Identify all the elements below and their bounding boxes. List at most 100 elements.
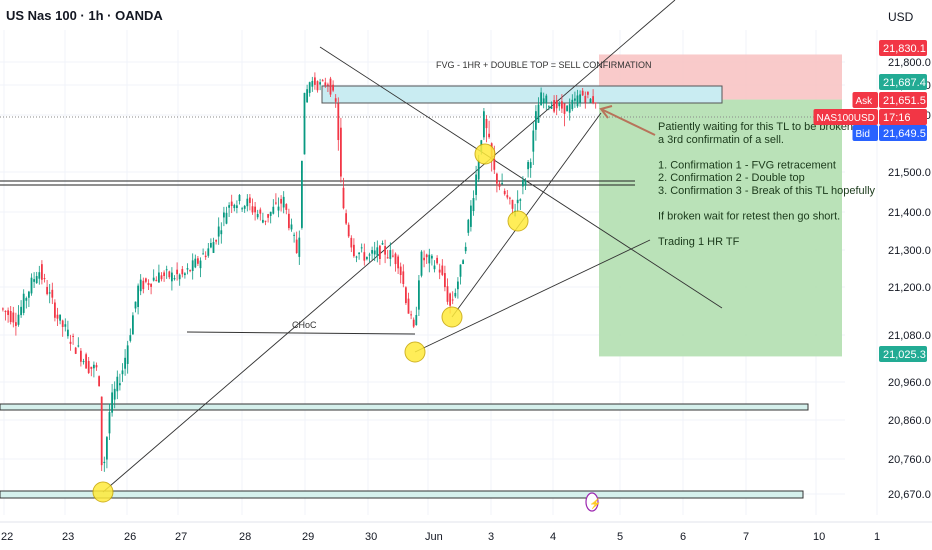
candle-body (121, 370, 124, 375)
x-tick-label: Jun (425, 531, 443, 543)
candle-body (150, 283, 152, 287)
candle-body (4, 310, 7, 312)
currency-label[interactable]: USD (888, 10, 914, 24)
price-tag-side-label: NAS100USD (817, 113, 875, 124)
candle-body (548, 106, 550, 108)
candle-body (113, 388, 116, 400)
candle-body (202, 253, 204, 255)
price-tag-label: 21,830.1 (883, 43, 926, 55)
candle-body (139, 279, 142, 292)
price-tag (879, 74, 927, 90)
candle-body (501, 183, 503, 185)
candle-body (444, 273, 446, 288)
candle-body (457, 281, 459, 290)
candle-body (332, 84, 334, 91)
candle-body (475, 174, 477, 195)
price-tag-side-label: Ask (856, 96, 874, 107)
candle-body (12, 312, 15, 323)
candle-body (30, 277, 33, 294)
take-profit-zone (599, 99, 842, 357)
candle-body (423, 257, 425, 261)
candle-body (137, 285, 139, 307)
candle-body (399, 266, 402, 276)
price-tag-label: 17:16 (883, 112, 911, 124)
support-zone-2 (0, 490, 804, 499)
candle-body (210, 242, 212, 248)
candle-body (171, 272, 173, 282)
candle-body (95, 365, 98, 368)
candle-body (418, 280, 420, 310)
candle-body (220, 230, 223, 235)
candle-body (347, 224, 350, 237)
candle-body (243, 205, 246, 209)
choc-line (186, 331, 416, 335)
candle-body (290, 224, 293, 230)
y-tick-label: 20,760.0 (888, 454, 931, 466)
x-tick-label: 29 (302, 531, 314, 543)
y-tick-label: 21,080.0 (888, 330, 931, 342)
highlight-circle (474, 143, 496, 165)
chart-title: US Nas 100 · 1h · OANDA (6, 8, 163, 23)
price-tag (879, 125, 927, 141)
candle-body (142, 280, 145, 290)
y-tick-label: 21,200.0 (888, 282, 931, 294)
candle-body (342, 187, 345, 209)
candle-body (402, 271, 405, 284)
highlight-circle (507, 210, 529, 232)
candle-body (87, 360, 90, 373)
arrow-head (599, 105, 613, 119)
candle-body (116, 376, 119, 392)
candle-body (594, 102, 597, 104)
x-tick-label: 30 (365, 531, 377, 543)
candle-body (293, 234, 295, 236)
candle-body (165, 269, 168, 271)
candle-body (275, 202, 277, 204)
price-tag-label: 21,649.5 (883, 128, 926, 140)
candle-body (77, 345, 80, 347)
candle-body (571, 99, 574, 110)
candle-body (82, 361, 85, 363)
candle-body (264, 220, 267, 222)
candle-body (74, 347, 77, 354)
highlight-circle (404, 341, 426, 363)
candle-body (262, 219, 264, 223)
price-tag-label: 21,025.3 (883, 349, 926, 361)
candle-body (199, 260, 202, 269)
highlight-circle (441, 306, 463, 328)
candle-body (529, 162, 532, 168)
candle-body (581, 90, 584, 96)
candle-body (194, 258, 197, 268)
candle-body (373, 250, 376, 255)
candle-body (498, 183, 501, 187)
candle-body (111, 392, 113, 413)
price-tag-side-label: Bid (856, 129, 870, 140)
candle-body (269, 211, 272, 216)
candle-body (168, 271, 171, 278)
candle-body (22, 293, 25, 313)
candle-body (238, 194, 241, 202)
candle-body (420, 251, 423, 276)
candle-body (7, 310, 9, 315)
candle-body (119, 383, 121, 386)
candle-body (433, 265, 436, 270)
candle-body (527, 162, 529, 170)
annotation-note-line: 2. Confirmation 2 - Double top (658, 172, 805, 184)
candle-body (329, 78, 332, 95)
candle-body (576, 95, 579, 107)
candle-body (181, 269, 184, 275)
candle-body (321, 80, 324, 82)
y-tick-label: 21,800.0 (888, 57, 931, 69)
price-tag-side (852, 125, 878, 141)
y-tick-label: 20,860.0 (888, 415, 931, 427)
candle-body (85, 354, 87, 369)
candle-body (405, 287, 407, 304)
x-tick-label: 7 (743, 531, 749, 543)
highlight-circle (92, 481, 114, 503)
candle-body (80, 350, 82, 362)
candle-body (189, 270, 191, 272)
candle-body (366, 256, 368, 260)
candle-body (158, 272, 160, 283)
candle-body (191, 260, 194, 271)
candle-body (436, 257, 438, 264)
